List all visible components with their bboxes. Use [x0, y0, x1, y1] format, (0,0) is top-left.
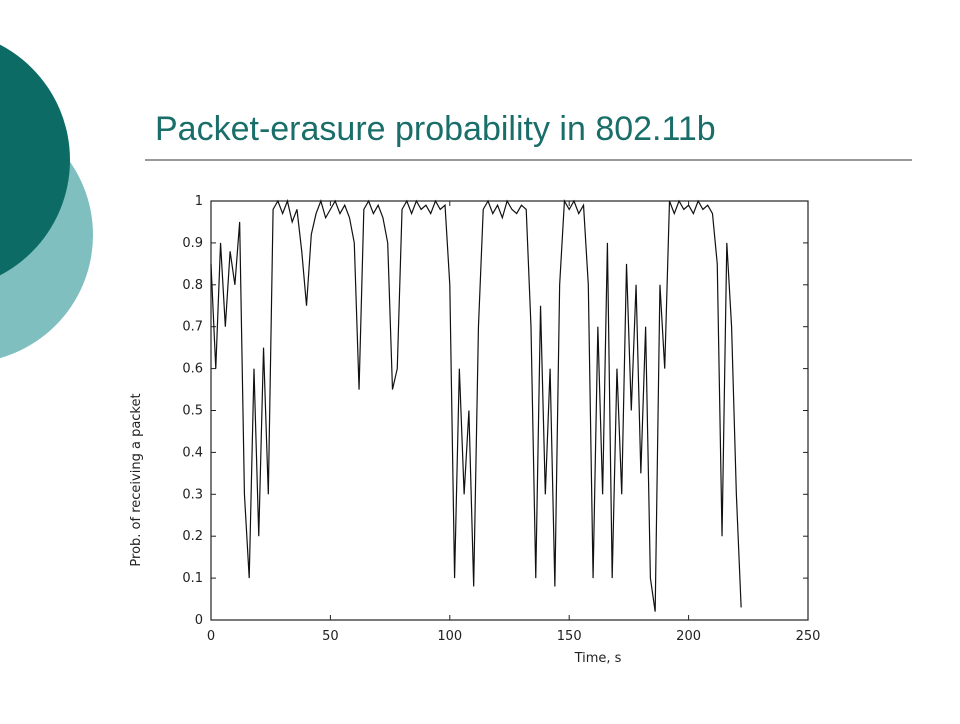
plot-frame	[210, 200, 809, 621]
x-tick-label: 100	[437, 629, 462, 644]
y-tick-label: 0.4	[182, 445, 203, 460]
y-tick-label: 0.9	[182, 236, 203, 251]
chart-title: Packet-erasure probability in 802.11b	[155, 110, 716, 148]
y-tick-label: 1	[195, 194, 203, 209]
x-tick-label: 250	[796, 629, 821, 644]
data-line	[210, 198, 742, 612]
y-tick-label: 0.2	[182, 529, 203, 544]
y-tick-label: 0.3	[182, 487, 203, 502]
y-tick-label: 0.5	[182, 404, 203, 419]
y-tick-label: 0.6	[182, 362, 203, 377]
y-tick-label: 0.1	[182, 571, 203, 586]
x-axis-label: Time, s	[574, 651, 622, 666]
y-tick-label: 0.8	[182, 278, 203, 293]
x-tick-label: 200	[676, 629, 701, 644]
y-tick-label: 0	[195, 613, 203, 628]
decor-circle-dark	[0, 44, 70, 276]
x-tick-label: 50	[322, 629, 339, 644]
x-tick-label: 0	[207, 629, 215, 644]
y-axis-label: Prob. of receiving a packet	[129, 393, 144, 566]
x-tick-label: 150	[557, 629, 582, 644]
y-tick-label: 0.7	[182, 320, 203, 335]
